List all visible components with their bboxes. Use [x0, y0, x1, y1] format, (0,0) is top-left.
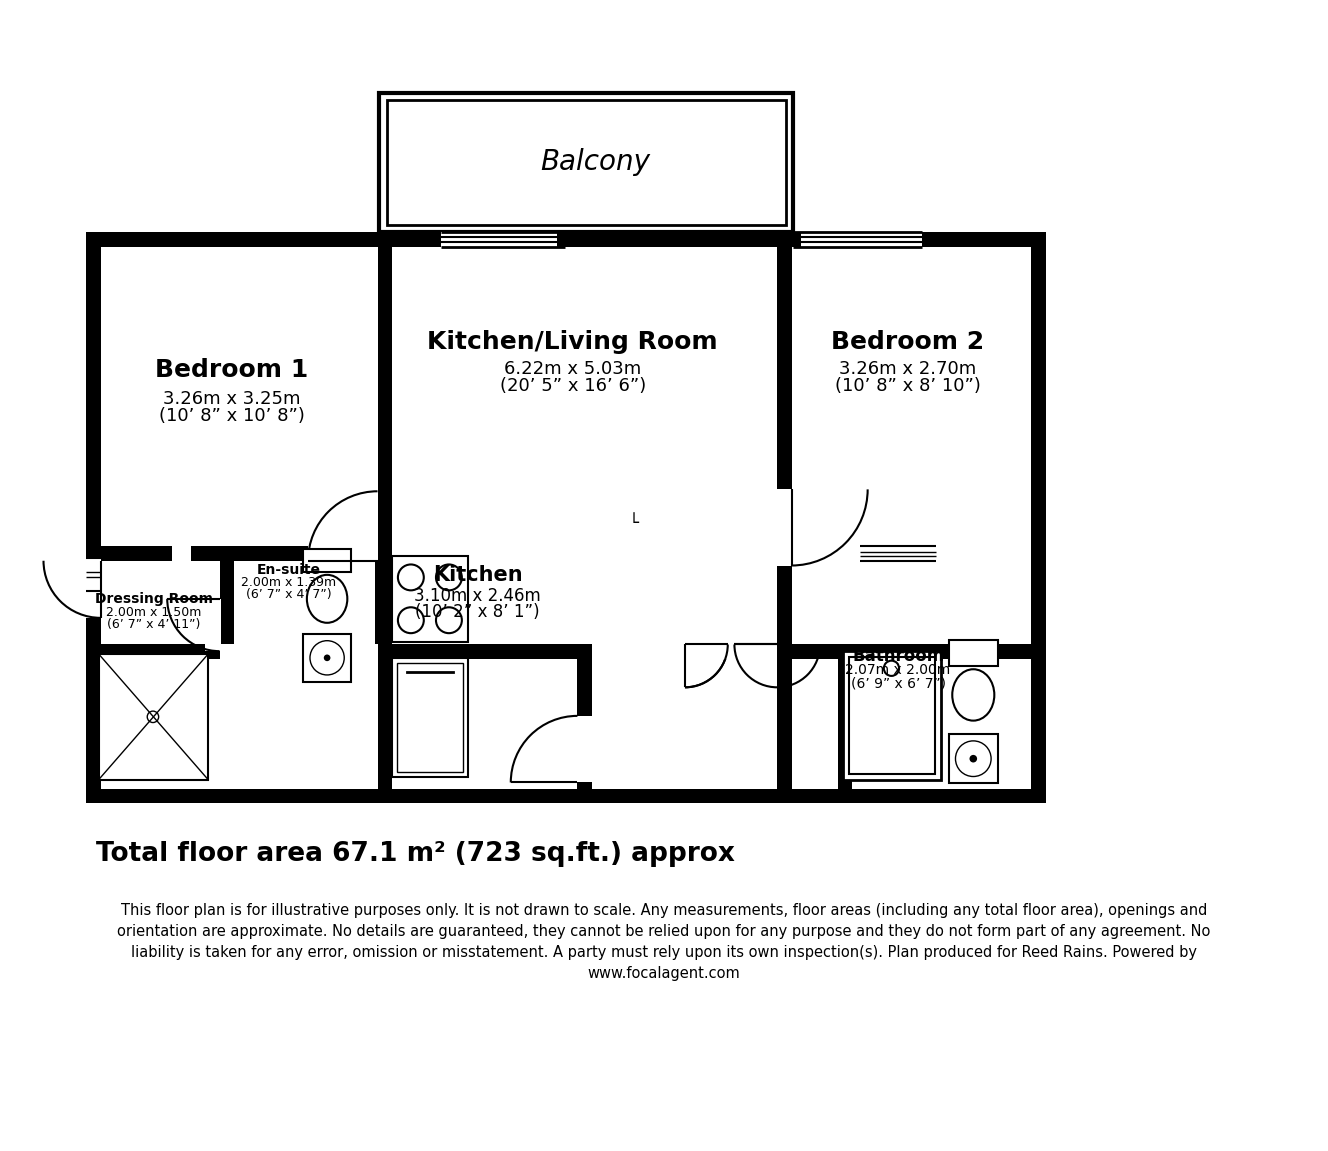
Bar — [777, 561, 791, 565]
Text: 3.10m x 2.46m: 3.10m x 2.46m — [414, 587, 540, 605]
Text: orientation are approximate. No details are guaranteed, they cannot be relied up: orientation are approximate. No details … — [117, 924, 1211, 939]
Text: Bedroom 1: Bedroom 1 — [155, 358, 308, 382]
Text: └: └ — [628, 513, 639, 532]
Bar — [86, 547, 173, 561]
Bar — [849, 657, 935, 773]
Text: (10’ 8” x 10’ 8”): (10’ 8” x 10’ 8”) — [159, 407, 305, 425]
Text: (6’ 7” x 4’ 7”): (6’ 7” x 4’ 7”) — [246, 587, 332, 601]
Circle shape — [398, 564, 424, 590]
Text: Bedroom 2: Bedroom 2 — [831, 330, 984, 353]
Bar — [380, 92, 793, 233]
Text: 2.00m x 1.50m: 2.00m x 1.50m — [106, 605, 202, 618]
Bar — [377, 547, 392, 803]
Bar — [948, 734, 999, 784]
Bar — [558, 233, 567, 246]
Text: 6.22m x 5.03m: 6.22m x 5.03m — [505, 359, 641, 378]
Text: 2.07m x 2.00m: 2.07m x 2.00m — [846, 663, 951, 677]
Text: Dressing Room: Dressing Room — [94, 592, 212, 605]
Bar — [791, 233, 801, 246]
Circle shape — [969, 755, 977, 762]
Text: Kitchen: Kitchen — [433, 565, 522, 585]
Bar — [303, 549, 351, 572]
Ellipse shape — [952, 669, 995, 721]
Ellipse shape — [955, 741, 991, 777]
Text: 2.00m x 1.39m: 2.00m x 1.39m — [242, 577, 336, 589]
Ellipse shape — [309, 641, 344, 674]
Circle shape — [398, 608, 424, 633]
Text: (10’ 2” x 8’ 1”): (10’ 2” x 8’ 1”) — [416, 603, 539, 622]
Circle shape — [436, 608, 462, 633]
Bar — [397, 663, 463, 772]
Ellipse shape — [307, 574, 348, 623]
Bar — [86, 233, 1045, 246]
Bar — [578, 645, 592, 803]
Bar — [386, 100, 786, 224]
Bar — [777, 547, 791, 803]
Text: (6’ 7” x 4’ 11”): (6’ 7” x 4’ 11”) — [108, 618, 201, 631]
Bar — [441, 233, 564, 246]
Bar — [86, 561, 101, 618]
Bar — [777, 645, 1045, 658]
Bar — [98, 654, 208, 779]
Text: www.focalagent.com: www.focalagent.com — [587, 966, 741, 981]
Text: (10’ 8” x 8’ 10”): (10’ 8” x 8’ 10”) — [835, 376, 980, 395]
Bar — [793, 233, 922, 246]
Bar — [86, 645, 219, 658]
Bar — [86, 790, 1045, 803]
Bar — [191, 547, 219, 561]
Bar — [948, 640, 999, 666]
Circle shape — [324, 655, 331, 661]
Text: Total floor area 67.1 m² (723 sq.ft.) approx: Total floor area 67.1 m² (723 sq.ft.) ap… — [96, 841, 734, 868]
Bar — [86, 233, 101, 790]
Text: Bathroom: Bathroom — [853, 647, 944, 665]
Bar — [392, 658, 467, 777]
Bar — [685, 645, 777, 658]
Circle shape — [436, 564, 462, 590]
Bar — [308, 547, 377, 561]
Bar — [377, 233, 392, 561]
Bar — [861, 547, 936, 561]
Text: En-suite: En-suite — [258, 563, 321, 578]
Text: 3.26m x 3.25m: 3.26m x 3.25m — [163, 390, 300, 407]
Circle shape — [884, 661, 899, 676]
Bar — [86, 558, 101, 592]
Bar — [843, 651, 942, 779]
Bar — [219, 547, 377, 561]
Bar — [206, 599, 222, 651]
Bar — [377, 645, 578, 658]
Bar — [374, 547, 389, 645]
Bar — [1032, 233, 1045, 803]
Text: Balcony: Balcony — [540, 148, 651, 176]
Bar — [303, 634, 351, 681]
Bar — [392, 556, 467, 641]
Circle shape — [147, 711, 158, 723]
Text: 3.26m x 2.70m: 3.26m x 2.70m — [839, 359, 976, 378]
Bar — [777, 233, 791, 489]
Text: liability is taken for any error, omission or misstatement. A party must rely up: liability is taken for any error, omissi… — [131, 945, 1197, 960]
Text: (6’ 9” x 6’ 7”): (6’ 9” x 6’ 7”) — [851, 677, 946, 691]
Bar — [219, 547, 234, 645]
Text: (20’ 5” x 16’ 6”): (20’ 5” x 16’ 6”) — [499, 376, 645, 395]
Bar — [685, 645, 777, 658]
Bar — [838, 645, 853, 803]
Text: This floor plan is for illustrative purposes only. It is not drawn to scale. Any: This floor plan is for illustrative purp… — [121, 904, 1207, 918]
Text: Kitchen/Living Room: Kitchen/Living Room — [428, 330, 718, 353]
Bar — [777, 489, 791, 565]
Bar — [578, 716, 592, 783]
